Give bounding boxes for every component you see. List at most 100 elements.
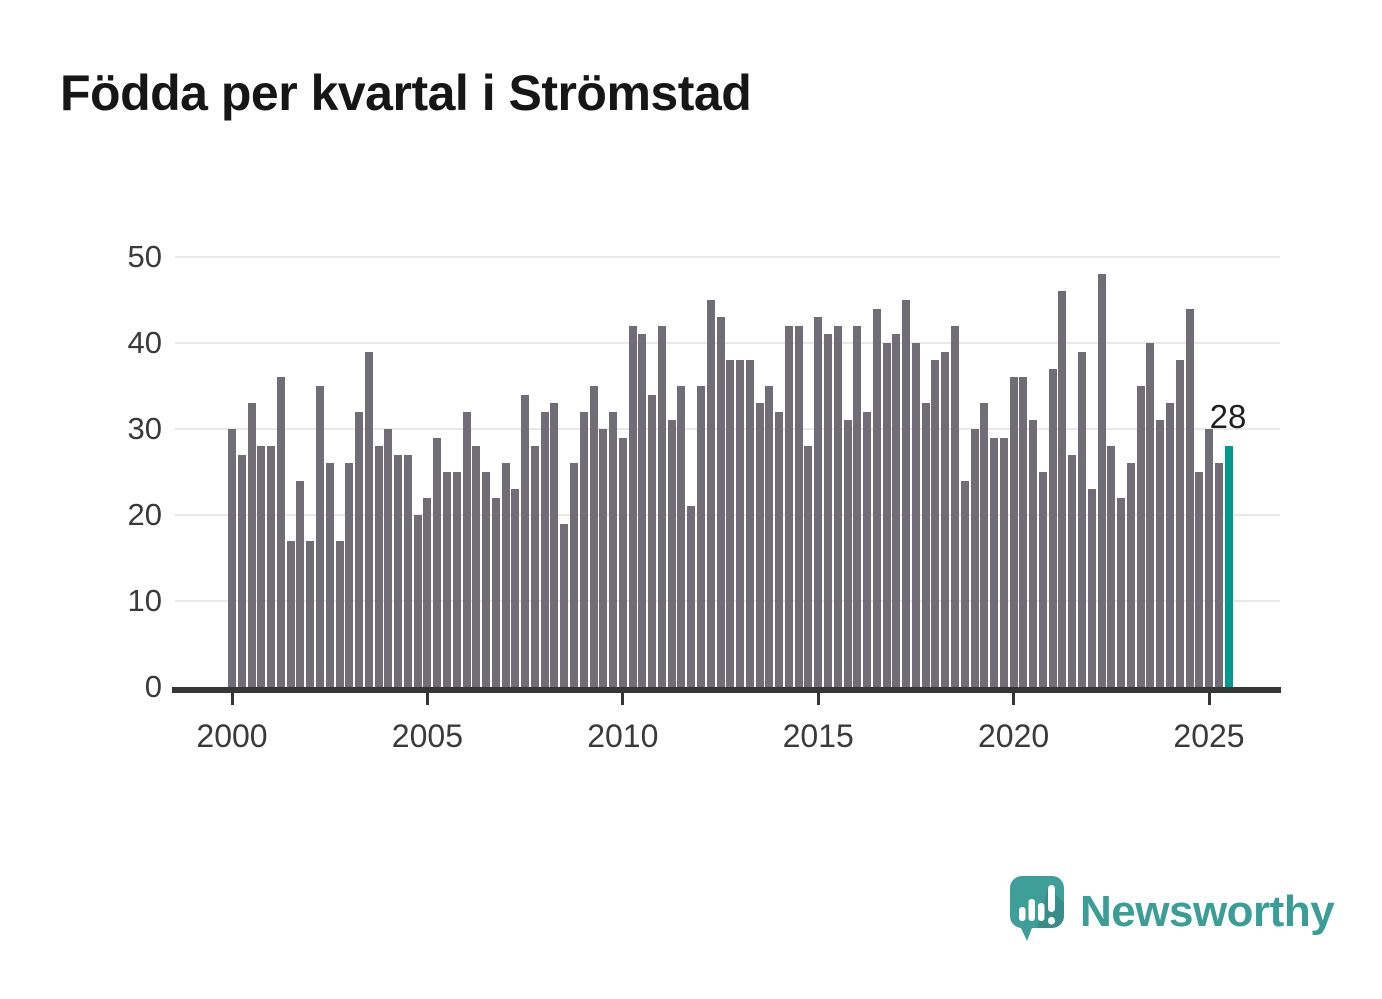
bar xyxy=(1078,351,1086,687)
x-axis-tick xyxy=(816,693,820,705)
bar xyxy=(462,411,471,687)
bar xyxy=(941,351,950,687)
bar xyxy=(882,343,891,687)
bar xyxy=(364,351,373,687)
bar xyxy=(589,386,598,687)
x-axis-tick xyxy=(1012,693,1016,705)
bar xyxy=(697,386,705,687)
bar xyxy=(286,540,295,687)
newsworthy-branding: Newsworthy xyxy=(1008,874,1335,949)
bar xyxy=(570,463,578,687)
bar xyxy=(374,446,383,687)
bar xyxy=(1136,386,1145,687)
bar xyxy=(228,429,236,687)
bar xyxy=(1038,472,1047,687)
bar xyxy=(540,411,549,687)
bar xyxy=(1126,463,1135,687)
x-axis-tick-label: 2020 xyxy=(978,718,1050,754)
x-axis-line xyxy=(172,687,1281,693)
bar xyxy=(980,403,989,687)
bar xyxy=(1214,463,1223,687)
y-axis-tick-label: 50 xyxy=(127,239,162,274)
x-axis-tick-label: 2010 xyxy=(587,718,659,754)
bar xyxy=(775,411,784,687)
bar xyxy=(853,325,862,687)
chart-title: Födda per kvartal i Strömstad xyxy=(60,65,752,121)
bar xyxy=(1029,420,1038,687)
bar xyxy=(1117,497,1126,687)
bar xyxy=(609,411,617,687)
bar xyxy=(335,540,344,687)
bar xyxy=(657,325,666,687)
bar xyxy=(413,515,422,687)
gridline-y-40 xyxy=(175,342,1280,344)
y-axis-tick-label: 30 xyxy=(127,411,162,446)
y-axis-tick-label: 40 xyxy=(127,325,162,360)
bar xyxy=(403,454,412,687)
bar xyxy=(550,403,559,687)
bar xyxy=(472,446,481,687)
bar xyxy=(599,429,608,687)
bar xyxy=(530,446,539,687)
bar xyxy=(1019,377,1028,687)
bar xyxy=(482,472,490,687)
x-axis-tick-label: 2005 xyxy=(391,718,463,754)
last-bar-value-label: 28 xyxy=(1209,398,1247,435)
y-axis-tick-label: 0 xyxy=(144,669,162,704)
bar xyxy=(325,463,334,687)
bar xyxy=(423,497,432,687)
bar xyxy=(804,446,813,687)
bar xyxy=(267,446,276,687)
bar xyxy=(394,454,403,687)
bar xyxy=(960,480,969,687)
bar xyxy=(384,429,393,687)
bar xyxy=(755,403,764,687)
bar xyxy=(1195,472,1204,687)
bar xyxy=(843,420,852,687)
bar-highlighted-2025-Q3 xyxy=(1224,446,1233,687)
bar xyxy=(1146,343,1155,687)
x-axis-tick xyxy=(621,693,625,705)
bar xyxy=(706,300,715,687)
bar xyxy=(315,386,324,687)
bar xyxy=(794,325,803,687)
bar xyxy=(648,394,657,687)
bar xyxy=(833,325,842,687)
bar xyxy=(677,386,686,687)
bar xyxy=(931,360,940,687)
bar xyxy=(433,437,442,687)
bar xyxy=(521,394,530,687)
bar xyxy=(990,437,999,687)
bar xyxy=(1156,420,1165,687)
bar xyxy=(1087,489,1096,687)
bar xyxy=(687,506,696,687)
bar xyxy=(491,497,500,687)
x-axis-tick-label: 2015 xyxy=(782,718,854,754)
bar xyxy=(736,360,744,687)
bar xyxy=(824,334,832,687)
bar xyxy=(1185,308,1194,687)
bar xyxy=(814,317,823,687)
bar xyxy=(257,446,266,687)
bar xyxy=(921,403,930,687)
newsworthy-logo-icon xyxy=(1008,874,1066,949)
bar xyxy=(1165,403,1174,687)
bar xyxy=(745,360,754,687)
x-axis-tick xyxy=(425,693,429,705)
bar xyxy=(355,411,363,687)
bar xyxy=(1205,429,1213,687)
gridline-y-50 xyxy=(175,256,1280,258)
bar xyxy=(628,325,637,687)
bar xyxy=(442,472,451,687)
bar xyxy=(765,386,774,687)
bar xyxy=(863,411,871,687)
bar xyxy=(1175,360,1184,687)
bar xyxy=(1009,377,1018,687)
bar xyxy=(276,377,285,687)
bar xyxy=(1048,368,1057,687)
bar xyxy=(511,489,520,687)
bar xyxy=(1107,446,1116,687)
x-axis-tick xyxy=(230,693,234,705)
bar xyxy=(1097,274,1106,687)
